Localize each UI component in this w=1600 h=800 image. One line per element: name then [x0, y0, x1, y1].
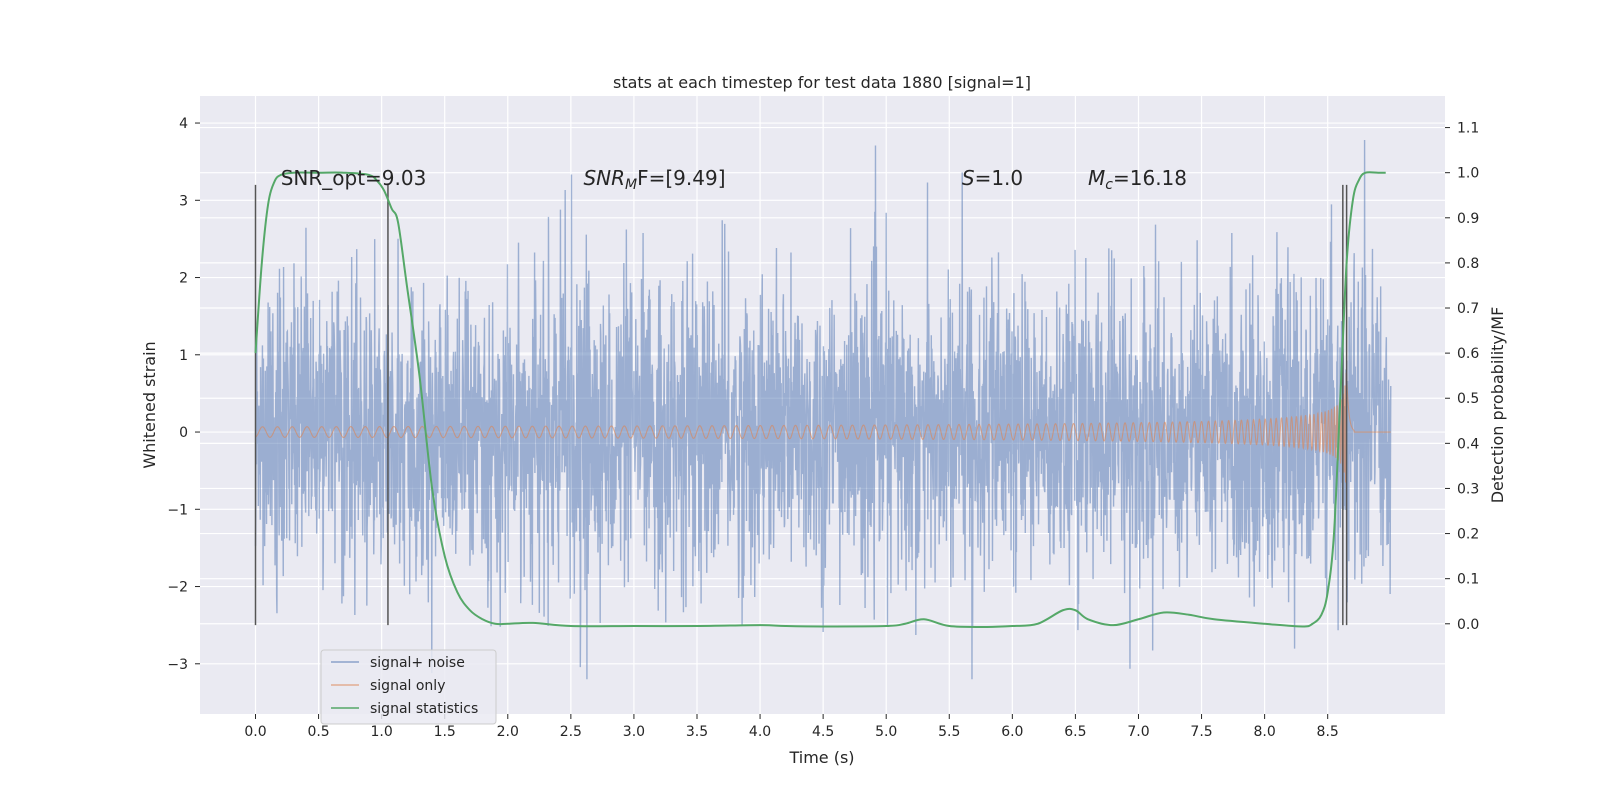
- y-right-tick-label: 0.9: [1457, 211, 1479, 227]
- y-right-tick-label: 0.7: [1457, 301, 1479, 317]
- y-tick-label: 0: [179, 425, 188, 441]
- annotation-s: S=1.0: [962, 166, 1023, 190]
- chart-title: stats at each timestep for test data 188…: [613, 73, 1031, 92]
- legend-label-signal-statistics: signal statistics: [370, 701, 478, 717]
- y-right-tick-label: 1.1: [1457, 121, 1479, 137]
- x-tick-label: 4.0: [749, 724, 771, 740]
- x-tick-label: 8.0: [1253, 724, 1275, 740]
- legend-box: [320, 649, 497, 725]
- signal-only-line: [255, 372, 1391, 483]
- x-tick-label: 1.5: [434, 724, 456, 740]
- y-axis-ticks: 4 3 2 1 0 −1 −2 −3: [167, 116, 200, 673]
- x-tick-label: 7.0: [1127, 724, 1149, 740]
- y-tick-label: 4: [179, 116, 188, 132]
- x-tick-label: 2.5: [560, 724, 582, 740]
- y-right-axis-label: Detection probability/MF: [1488, 307, 1507, 504]
- series-signal-statistics: [254, 171, 1386, 628]
- y-right-tick-label: 0.8: [1457, 256, 1479, 272]
- series-signal-only: [255, 372, 1391, 483]
- x-axis-label: Time (s): [788, 748, 854, 767]
- y-tick-label: −3: [167, 657, 188, 673]
- legend-label-signal-noise: signal+ noise: [370, 655, 465, 671]
- y-tick-label: 1: [179, 348, 188, 364]
- x-tick-label: 2.0: [497, 724, 519, 740]
- x-tick-label: 0.0: [244, 724, 266, 740]
- y-right-tick-label: 0.2: [1457, 527, 1479, 543]
- x-tick-label: 6.5: [1064, 724, 1086, 740]
- annotation-snr-opt: SNR_opt=9.03: [281, 166, 427, 190]
- signal-statistics-line: [254, 171, 1386, 628]
- y-tick-label: 2: [179, 271, 188, 287]
- x-axis-ticks: 0.0 0.5 1.0 1.5 2.0 2.5 3.0 3.5 4.0 4.5 5.0 5.5 6.0 6…: [244, 714, 1339, 740]
- x-tick-label: 8.5: [1317, 724, 1339, 740]
- y-right-tick-label: 1.0: [1457, 166, 1479, 182]
- annotation-snr-mf: SNRMF=[9.49]: [583, 166, 725, 193]
- x-tick-label: 6.0: [1001, 724, 1023, 740]
- y-right-tick-label: 0.6: [1457, 346, 1479, 362]
- y-tick-label: −2: [167, 580, 188, 596]
- y-right-tick-label: 0.1: [1457, 572, 1479, 588]
- x-tick-label: 3.5: [686, 724, 708, 740]
- x-tick-label: 5.0: [875, 724, 897, 740]
- x-tick-label: 3.0: [623, 724, 645, 740]
- y-axis-label: Whitened strain: [140, 341, 159, 468]
- y-right-axis-ticks: 1.1 1.0 0.9 0.8 0.7 0.6 0.5 0.4 0.3 0.2 0.1 0.0: [1445, 121, 1479, 633]
- legend: signal+ noise signal only signal statist…: [320, 649, 497, 725]
- y-right-tick-label: 0.0: [1457, 617, 1479, 633]
- legend-label-signal-only: signal only: [370, 678, 445, 694]
- y-right-tick-label: 0.5: [1457, 391, 1479, 407]
- x-tick-label: 7.5: [1190, 724, 1212, 740]
- series-signal-noise: [254, 139, 1392, 680]
- y-tick-label: 3: [179, 193, 188, 209]
- y-right-tick-label: 0.4: [1457, 436, 1479, 452]
- annotation-mc: Mc=16.18: [1088, 166, 1187, 193]
- y-right-tick-label: 0.3: [1457, 481, 1479, 497]
- x-tick-label: 5.5: [938, 724, 960, 740]
- x-tick-label: 0.5: [307, 724, 329, 740]
- y-tick-label: −1: [167, 502, 188, 518]
- annotations: SNR_opt=9.03 SNRMF=[9.49] S=1.0 Mc=16.18: [281, 166, 1187, 193]
- signal-noise-line: [254, 139, 1392, 680]
- x-tick-label: 4.5: [812, 724, 834, 740]
- x-tick-label: 1.0: [371, 724, 393, 740]
